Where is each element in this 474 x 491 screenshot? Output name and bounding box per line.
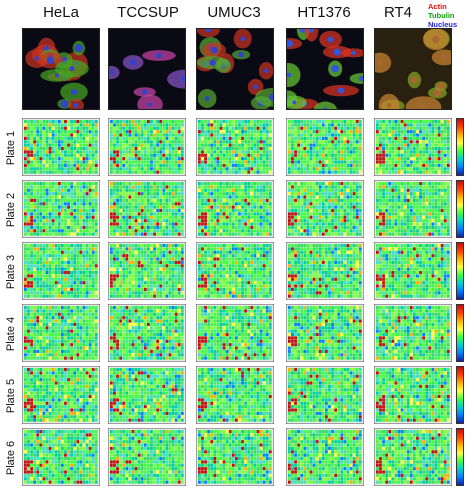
plate-heatmap <box>22 118 100 176</box>
legend-tubulin: Tubulin <box>428 11 457 20</box>
plate-heatmap <box>374 242 452 300</box>
plate-heatmap <box>196 180 274 238</box>
plate-heatmap <box>286 242 364 300</box>
column-title-rt4: RT4 <box>370 4 426 24</box>
column-title-hela: HeLa <box>22 4 100 24</box>
colorbar <box>456 304 464 362</box>
plate-heatmap <box>108 304 186 362</box>
row-label-plate-5: Plate 5 <box>4 377 18 415</box>
plate-heatmap <box>374 366 452 424</box>
plate-heatmap <box>196 242 274 300</box>
plate-heatmap <box>22 180 100 238</box>
plate-heatmap <box>374 428 452 486</box>
row-label-plate-2: Plate 2 <box>4 191 18 229</box>
microscopy-image-rt4 <box>374 28 452 110</box>
microscopy-image-ht1376 <box>286 28 364 110</box>
microscopy-image-umuc3 <box>196 28 274 110</box>
plate-heatmap <box>22 428 100 486</box>
plate-heatmap <box>286 428 364 486</box>
column-title-umuc3: UMUC3 <box>194 4 274 24</box>
row-label-plate-6: Plate 6 <box>4 439 18 477</box>
plate-heatmap <box>374 304 452 362</box>
plate-heatmap <box>22 242 100 300</box>
colorbar <box>456 118 464 176</box>
colorbar <box>456 366 464 424</box>
plate-heatmap <box>108 242 186 300</box>
row-label-plate-4: Plate 4 <box>4 315 18 353</box>
microscopy-image-hela <box>22 28 100 110</box>
plate-heatmap <box>286 366 364 424</box>
colorbar <box>456 180 464 238</box>
plate-heatmap <box>374 118 452 176</box>
plate-heatmap <box>108 118 186 176</box>
colorbar <box>456 242 464 300</box>
plate-heatmap <box>196 118 274 176</box>
plate-heatmap <box>286 118 364 176</box>
colorbar <box>456 428 464 486</box>
plate-heatmap <box>108 366 186 424</box>
plate-heatmap <box>374 180 452 238</box>
row-label-plate-1: Plate 1 <box>4 129 18 167</box>
microscopy-image-tccsup <box>108 28 186 110</box>
row-label-plate-3: Plate 3 <box>4 253 18 291</box>
column-title-tccsup: TCCSUP <box>108 4 188 24</box>
plate-heatmap <box>108 180 186 238</box>
plate-heatmap <box>196 366 274 424</box>
plate-heatmap <box>108 428 186 486</box>
plate-heatmap <box>286 180 364 238</box>
column-title-ht1376: HT1376 <box>284 4 364 24</box>
plate-heatmap <box>286 304 364 362</box>
plate-heatmap <box>22 366 100 424</box>
plate-heatmap <box>196 304 274 362</box>
stain-legend: Actin Tubulin Nucleus <box>428 2 457 29</box>
plate-heatmap <box>22 304 100 362</box>
plate-heatmap <box>196 428 274 486</box>
legend-actin: Actin <box>428 2 457 11</box>
